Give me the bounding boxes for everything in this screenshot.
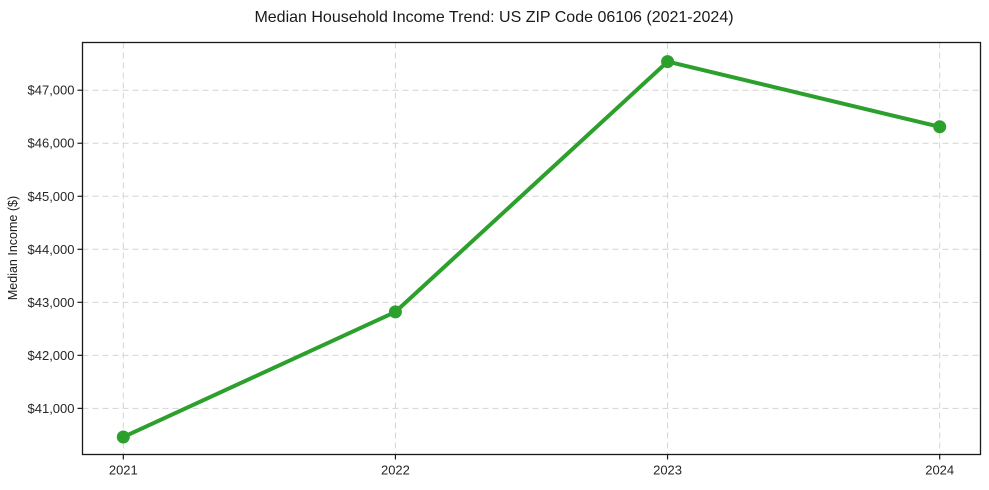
axis-ticks <box>77 89 941 460</box>
y-tick-label: $45,000 <box>28 189 75 204</box>
x-tick-label: 2024 <box>925 463 954 478</box>
y-tick-label: $47,000 <box>28 83 75 98</box>
y-tick-label: $41,000 <box>28 401 75 416</box>
data-point-markers <box>116 55 947 444</box>
plot-border <box>81 41 982 456</box>
x-tick-labels: 2021 2022 2023 2024 <box>109 463 954 478</box>
x-tick-label: 2023 <box>653 463 682 478</box>
data-point-marker <box>116 430 130 444</box>
data-point-marker <box>661 55 675 69</box>
x-tick-label: 2021 <box>109 463 138 478</box>
chart-title: Median Household Income Trend: US ZIP Co… <box>254 9 733 26</box>
y-tick-label: $44,000 <box>28 242 75 257</box>
trend-line <box>121 59 942 439</box>
data-point-marker <box>933 120 947 134</box>
gridlines <box>82 42 981 455</box>
y-axis-label: Median Income ($) <box>6 196 20 300</box>
y-tick-label: $43,000 <box>28 295 75 310</box>
y-tick-label: $42,000 <box>28 348 75 363</box>
y-tick-labels: $41,000 $42,000 $43,000 $44,000 $45,000 $46,0… <box>28 83 75 416</box>
y-tick-label: $46,000 <box>28 136 75 151</box>
x-tick-label: 2022 <box>381 463 410 478</box>
data-point-marker <box>388 305 402 319</box>
spine-rect <box>81 41 982 456</box>
